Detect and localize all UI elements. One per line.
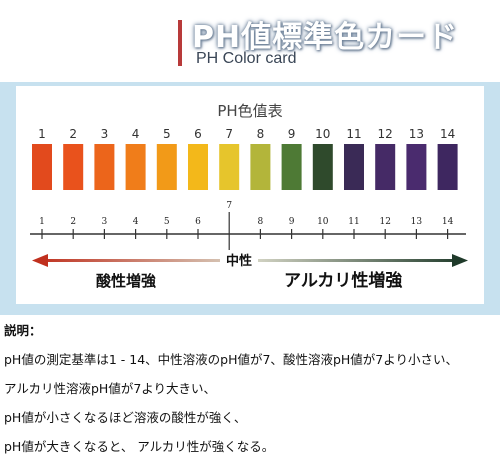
color-swatch: [219, 144, 240, 190]
swatch-label: 11: [346, 127, 361, 141]
swatch-label: 3: [101, 127, 109, 141]
color-swatch: [250, 144, 271, 190]
explanation-line-2: アルカリ性溶液pH値が7より大きい、: [4, 381, 217, 396]
color-card-panel: PH色值表 1 2 3 4 5 6 7 8 9 10 11 12 13 14 1 2 3 4 5 6 7 8 9 10 11 1…: [0, 82, 500, 315]
axis-tick-label: 1: [39, 217, 45, 227]
page-subtitle: PH Color card: [196, 50, 297, 67]
color-swatch: [375, 144, 396, 190]
swatch-label: 1: [38, 127, 46, 141]
neutral-label: 中性: [226, 253, 252, 269]
color-swatch: [281, 144, 302, 190]
axis-tick-label: 9: [289, 217, 295, 227]
axis-tick-label: 5: [164, 217, 170, 227]
swatch-label: 14: [440, 127, 455, 141]
explanation-section: 説明： pH値の測定基準は1 - 14、中性溶液のpH値が7、酸性溶液pH値が7…: [4, 320, 496, 455]
swatch-label: 9: [288, 127, 296, 141]
color-swatch: [312, 144, 333, 190]
explanation-line-4: pH値が大きくなると、 アルカリ性が強くなる。: [4, 439, 275, 454]
axis-tick-label: 11: [348, 217, 359, 227]
axis-tick-label: 13: [411, 217, 423, 227]
axis-tick-label: 2: [70, 217, 76, 227]
axis-tick-label: 12: [379, 217, 390, 227]
title-accent-bar: [178, 20, 182, 66]
header: PH値標準色カード PH Color card: [0, 0, 500, 80]
axis-tick-label: 4: [133, 217, 139, 227]
swatch-label: 12: [378, 127, 393, 141]
page-title: PH値標準色カード: [192, 20, 459, 55]
ph-scale-graphic: 1 2 3 4 5 6 7 8 9 10 11 12 13 14 1 2 3 4 5 678 9 10 11 12 13 14 …: [30, 127, 468, 291]
color-card: PH色值表 1 2 3 4 5 6 7 8 9 10 11 12 13 14 1 2 3 4 5 6 7 8 9 10 11 1…: [16, 86, 484, 304]
acid-arrow-head: [32, 254, 48, 267]
swatch-label: 6: [194, 127, 202, 141]
axis-tick-label: 10: [317, 217, 329, 227]
color-swatch: [32, 144, 52, 190]
color-swatch: [188, 144, 208, 190]
color-swatch: [63, 144, 84, 190]
swatch-label: 4: [132, 127, 140, 141]
card-title: PH色值表: [217, 102, 283, 120]
color-swatch: [406, 144, 427, 190]
color-swatch: [437, 144, 458, 190]
swatch-label: 5: [163, 127, 171, 141]
color-swatch: [156, 144, 177, 190]
axis-tick-label: 3: [102, 217, 108, 227]
alkali-arrow-head: [452, 254, 468, 267]
acid-label: 酸性増強: [96, 272, 156, 290]
axis-tick-label: 8: [258, 217, 264, 227]
axis-tick-label: 6: [195, 217, 201, 227]
swatch-label: 8: [257, 127, 265, 141]
axis-tick-label: 14: [442, 217, 454, 227]
swatch-label: 10: [315, 127, 330, 141]
explanation-line-3: pH値が小さくなるほど溶液の酸性が強く、: [4, 410, 247, 425]
explanation-line-1: pH値の測定基準は1 - 14、中性溶液のpH値が7、酸性溶液pH値が7より小さ…: [4, 352, 458, 367]
swatch-label: 2: [69, 127, 77, 141]
swatch-label: 13: [409, 127, 424, 141]
color-swatch: [125, 144, 146, 190]
swatch-label: 7: [225, 127, 233, 141]
color-swatch: [94, 144, 115, 190]
explanation-heading: 説明：: [4, 323, 42, 338]
alkali-label: アルカリ性増強: [284, 270, 402, 291]
axis-tick-label: 7: [226, 201, 232, 211]
color-swatch: [344, 144, 364, 190]
neutral-label-bg: [220, 250, 258, 268]
